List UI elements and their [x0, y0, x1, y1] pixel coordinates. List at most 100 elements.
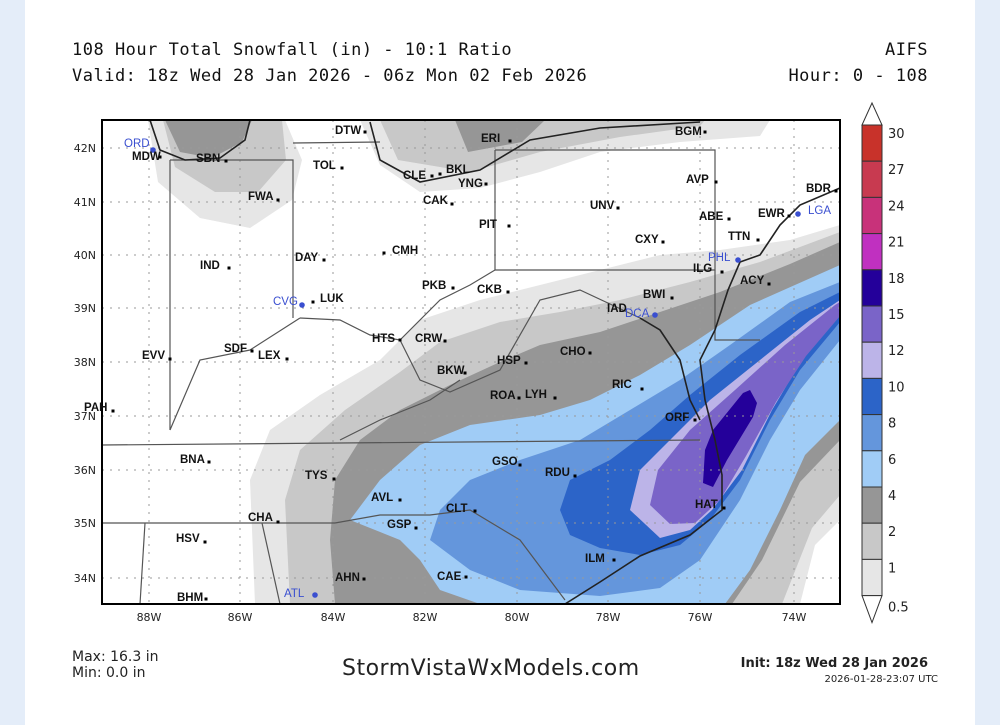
city-ahn: AHN: [335, 572, 366, 584]
city-dot: [111, 409, 115, 413]
city-label: PIT: [479, 219, 497, 231]
city-label: ERI: [481, 133, 500, 145]
city-label: CRW: [415, 333, 442, 345]
city-dot: [464, 575, 468, 579]
city-sbn: SBN: [196, 153, 228, 165]
city-label: LUK: [320, 293, 344, 305]
city-hts: HTS: [372, 333, 402, 345]
city-dot: [463, 371, 467, 375]
city-label: SDF: [224, 343, 247, 355]
city-label: UNV: [590, 200, 615, 212]
city-pah: PAH: [84, 402, 115, 414]
city-label: BWI: [643, 289, 665, 301]
city-label: CAE: [437, 571, 462, 583]
city-dot: [670, 296, 674, 300]
city-label: ORD: [124, 138, 150, 150]
city-dot: [450, 202, 454, 206]
city-dot: [250, 349, 254, 353]
city-label: ILM: [585, 553, 605, 565]
colorbar-label: 6: [888, 453, 896, 468]
city-label: GSO: [492, 456, 518, 468]
city-ind: IND: [200, 260, 231, 272]
city-dot: [224, 159, 228, 163]
city-dot: [588, 351, 592, 355]
city-unv: UNV: [590, 200, 620, 212]
latitude-tick-label: 35N: [74, 517, 96, 530]
city-ilg: ILG: [693, 263, 724, 275]
latitude-tick-label: 36N: [74, 464, 96, 477]
city-orf: ORF: [665, 412, 697, 424]
colorbar-segment: [861, 450, 883, 488]
city-dot: [362, 577, 366, 581]
latitude-tick-label: 41N: [74, 196, 96, 209]
city-dot: [720, 270, 724, 274]
city-label: TTN: [728, 231, 750, 243]
city-label: ORF: [665, 412, 689, 424]
city-label: LEX: [258, 350, 281, 362]
colorbar-label: 24: [888, 199, 905, 214]
city-dot: [735, 257, 741, 263]
city-dot: [150, 147, 156, 153]
city-roa: ROA: [490, 390, 521, 402]
city-dot: [340, 166, 344, 170]
state-border: [170, 159, 294, 318]
model-name: AIFS: [885, 40, 928, 60]
longitude-tick-label: 76W: [688, 611, 713, 624]
city-label: PAH: [84, 402, 107, 414]
city-dot: [203, 540, 207, 544]
city-label: PKB: [422, 280, 446, 292]
city-cha: CHA: [248, 512, 280, 524]
city-dot: [756, 238, 760, 242]
colorbar-segment: [861, 486, 883, 524]
city-dot: [722, 506, 726, 510]
city-label: BKW: [437, 365, 465, 377]
city-bdr: BDR: [806, 183, 838, 195]
city-label: CVG: [273, 296, 298, 308]
city-ewr: EWR: [758, 208, 791, 220]
city-label: BHM: [177, 592, 203, 604]
city-dot: [693, 418, 697, 422]
city-label: ABE: [699, 211, 724, 223]
city-tys: TYS: [305, 470, 336, 482]
colorbar-segment: [861, 558, 883, 597]
city-acy: ACY: [740, 275, 771, 287]
city-dot: [311, 300, 315, 304]
city-iad: IAD: [607, 303, 627, 315]
city-cvg: CVG: [273, 296, 305, 308]
state-border: [714, 270, 760, 341]
city-dot: [204, 597, 208, 601]
city-dot: [517, 396, 521, 400]
city-label: HAT: [695, 499, 718, 511]
city-avl: AVL: [371, 492, 402, 504]
city-dot: [285, 357, 289, 361]
city-label: HTS: [372, 333, 395, 345]
city-dot: [312, 592, 318, 598]
city-bkw: BKW: [437, 365, 467, 377]
city-bwi: BWI: [643, 289, 674, 301]
map-title: 108 Hour Total Snowfall (in) - 10:1 Rati…: [72, 40, 513, 60]
city-label: LGA: [808, 205, 831, 217]
city-crw: CRW: [415, 333, 447, 345]
city-sdf: SDF: [224, 343, 254, 355]
city-label: CXY: [635, 234, 659, 246]
city-lga: LGA: [795, 205, 831, 217]
city-rdu: RDU: [545, 467, 577, 479]
city-ilm: ILM: [585, 553, 616, 565]
map-frame: [101, 119, 841, 605]
city-hsp: HSP: [497, 355, 528, 367]
city-dot: [834, 189, 838, 193]
city-label: IAD: [607, 303, 627, 315]
state-border: [399, 289, 641, 393]
latitude-tick-label: 39N: [74, 302, 96, 315]
city-dot: [714, 180, 718, 184]
city-dot: [640, 387, 644, 391]
city-label: DTW: [335, 125, 361, 137]
city-pkb: PKB: [422, 280, 455, 292]
longitude-tick-label: 78W: [596, 611, 621, 624]
coastline: [369, 121, 701, 183]
city-hsv: HSV: [176, 533, 207, 545]
city-dot: [703, 130, 707, 134]
latitude-tick-label: 38N: [74, 356, 96, 369]
colorbar-segment: [861, 377, 883, 416]
